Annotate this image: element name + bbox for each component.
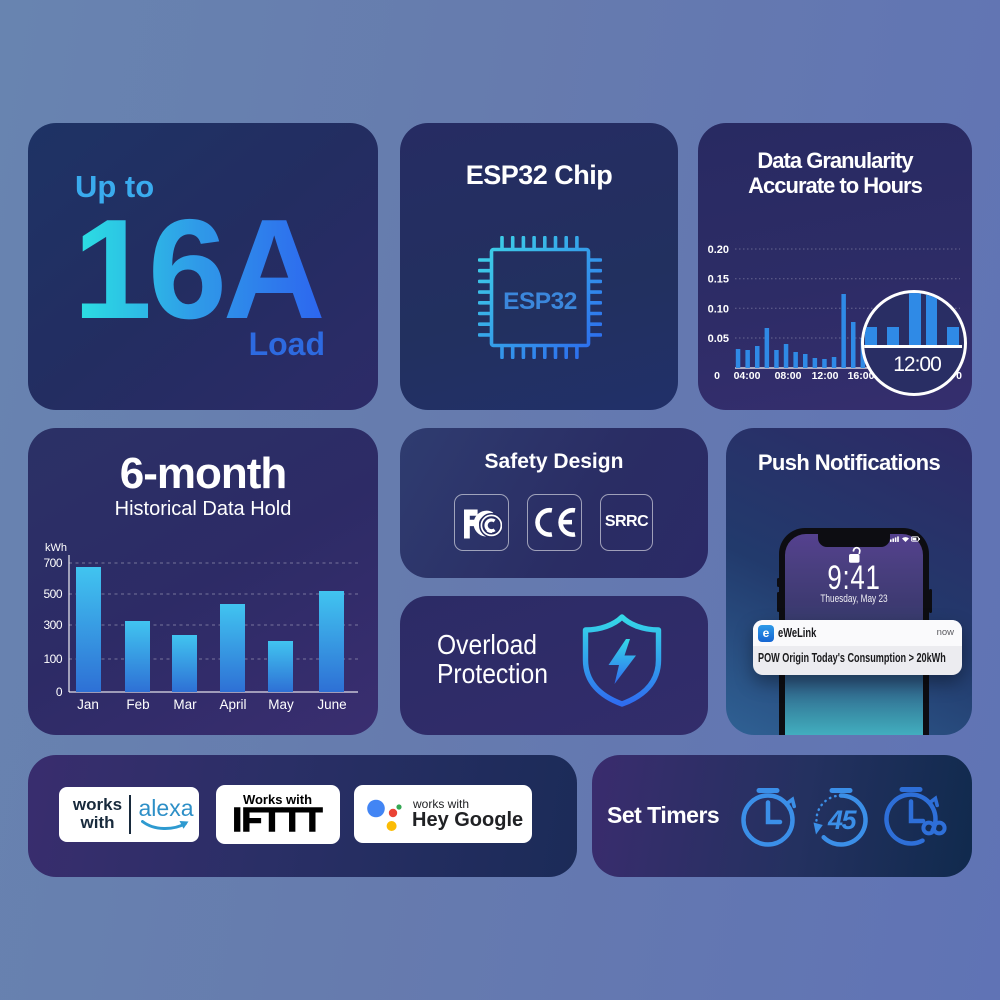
svg-text:500: 500 — [43, 587, 62, 601]
svg-text:0: 0 — [956, 370, 962, 382]
svg-text:0: 0 — [56, 685, 63, 699]
svg-text:June: June — [317, 697, 346, 712]
svg-text:0.15: 0.15 — [708, 274, 729, 286]
svg-text:08:00: 08:00 — [775, 370, 802, 382]
svg-text:100: 100 — [43, 652, 62, 666]
svg-text:0.05: 0.05 — [708, 333, 729, 345]
svg-text:300: 300 — [43, 618, 62, 632]
svg-text:04:00: 04:00 — [734, 370, 761, 382]
svg-text:April: April — [219, 697, 246, 712]
svg-text:Jan: Jan — [77, 697, 99, 712]
svg-text:12:00: 12:00 — [812, 370, 839, 382]
svg-text:ESP32: ESP32 — [503, 288, 577, 315]
svg-text:Mar: Mar — [173, 697, 197, 712]
svg-text:45: 45 — [827, 805, 858, 835]
svg-text:May: May — [268, 697, 294, 712]
svg-text:kWh: kWh — [45, 542, 67, 554]
svg-text:0.10: 0.10 — [708, 303, 729, 315]
svg-text:16:00: 16:00 — [848, 370, 875, 382]
svg-text:0.20: 0.20 — [708, 244, 729, 256]
svg-text:Feb: Feb — [126, 697, 149, 712]
svg-text:0: 0 — [714, 370, 720, 382]
svg-text:700: 700 — [43, 556, 62, 570]
